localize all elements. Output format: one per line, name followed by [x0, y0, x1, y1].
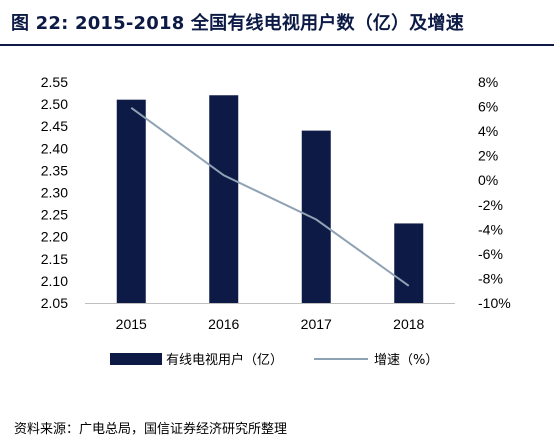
x-tick-label: 2018	[393, 316, 424, 332]
left-axis: 2.05 2.10 2.15 2.20 2.25 2.30 2.35 2.40 2.45 2.50…	[41, 74, 68, 311]
left-tick-label: 2.45	[41, 118, 68, 134]
right-axis: -10% -8% -6% -4% -2% 0% 2% 4% 6% 8%	[478, 74, 511, 311]
left-tick-label: 2.35	[41, 162, 68, 178]
bar-series	[116, 95, 424, 304]
bar	[301, 130, 331, 303]
chart-title: 图 22: 2015-2018 全国有线电视用户数（亿）及增速	[11, 13, 464, 34]
bar	[394, 223, 424, 303]
right-tick-label: -6%	[478, 246, 503, 262]
right-tick-label: 6%	[478, 99, 498, 115]
left-tick-label: 2.05	[41, 295, 68, 311]
legend-bar-label: 有线电视用户（亿）	[166, 352, 283, 368]
left-tick-label: 2.55	[41, 74, 68, 90]
left-tick-label: 2.50	[41, 96, 68, 112]
left-tick-label: 2.25	[41, 207, 68, 223]
x-axis: 2015 2016 2017 2018	[116, 316, 425, 332]
right-tick-label: 0%	[478, 172, 498, 188]
line-series	[130, 106, 410, 287]
right-tick-label: 2%	[478, 148, 498, 164]
right-tick-label: -8%	[478, 270, 503, 286]
legend-line-label: 增速（%）	[374, 353, 438, 368]
bar	[209, 95, 239, 303]
left-tick-label: 2.15	[41, 251, 68, 267]
right-tick-label: -2%	[478, 197, 503, 213]
left-tick-label: 2.30	[41, 185, 68, 201]
right-tick-label: -10%	[478, 295, 511, 311]
right-tick-label: -4%	[478, 221, 503, 237]
bar	[116, 99, 146, 304]
x-tick-label: 2015	[116, 316, 147, 332]
chart-area: 2.05 2.10 2.15 2.20 2.25 2.30 2.35 2.40 2.45 2.50…	[41, 74, 511, 368]
x-tick-label: 2017	[301, 316, 332, 332]
figure-header: 图 22: 2015-2018 全国有线电视用户数（亿）及增速	[0, 0, 554, 44]
legend: 有线电视用户（亿） 增速（%）	[110, 352, 438, 368]
left-tick-label: 2.20	[41, 229, 68, 245]
growth-line	[130, 106, 410, 287]
source-note: 资料来源：广电总局，国信证券经济研究所整理	[14, 422, 288, 437]
left-tick-label: 2.10	[41, 273, 68, 289]
right-tick-label: 8%	[478, 74, 498, 90]
x-tick-label: 2016	[208, 316, 239, 332]
right-tick-label: 4%	[478, 123, 498, 139]
legend-bar-swatch	[110, 353, 162, 365]
title-divider	[0, 44, 554, 46]
left-tick-label: 2.40	[41, 140, 68, 156]
